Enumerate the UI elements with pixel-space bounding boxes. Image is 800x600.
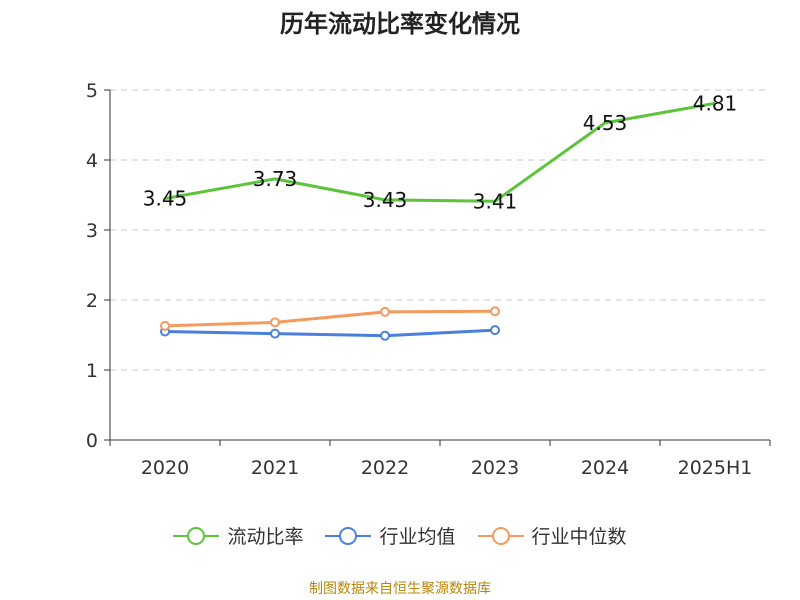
legend-item-industry-median[interactable]: 行业中位数 bbox=[477, 522, 627, 549]
data-point bbox=[380, 306, 390, 317]
y-tick-label: 2 bbox=[86, 290, 98, 312]
series-line-1 bbox=[164, 328, 496, 338]
data-label: 3.45 bbox=[143, 187, 188, 211]
data-point bbox=[160, 320, 170, 331]
source-note: 制图数据来自恒生聚源数据库 bbox=[309, 581, 491, 597]
x-tick-label: 2023 bbox=[471, 457, 519, 479]
x-tick-label: 2020 bbox=[141, 457, 189, 479]
data-label: 3.73 bbox=[253, 167, 298, 191]
y-tick-label: 0 bbox=[86, 430, 98, 452]
data-label: 4.53 bbox=[583, 111, 628, 135]
x-tick-label: 2024 bbox=[581, 457, 629, 479]
legend-marker-industry-mean bbox=[325, 526, 372, 545]
legend-item-current-ratio[interactable]: 流动比率 bbox=[173, 522, 303, 549]
legend-marker-current-ratio bbox=[173, 526, 220, 545]
y-tick-label: 4 bbox=[86, 150, 98, 172]
legend-label-industry-mean: 行业均值 bbox=[379, 526, 456, 548]
data-label: 4.81 bbox=[693, 91, 738, 115]
data-point bbox=[270, 317, 280, 328]
data-point bbox=[490, 325, 500, 336]
x-tick-label: 2021 bbox=[251, 457, 299, 479]
legend-label-current-ratio: 流动比率 bbox=[227, 526, 304, 548]
data-point bbox=[270, 328, 280, 339]
x-tick-label: 2025H1 bbox=[678, 457, 753, 479]
y-tick-label: 5 bbox=[86, 80, 98, 102]
y-tick-label: 3 bbox=[86, 220, 98, 242]
data-point bbox=[380, 330, 390, 341]
data-label: 3.43 bbox=[363, 188, 408, 212]
series-line-0 bbox=[164, 101, 716, 203]
data-label: 3.41 bbox=[473, 189, 518, 213]
x-tick-label: 2022 bbox=[361, 457, 409, 479]
legend-label-industry-median: 行业中位数 bbox=[531, 526, 627, 548]
series-line-2 bbox=[164, 309, 496, 328]
legend: 流动比率 行业均值 行业中位数 bbox=[0, 522, 800, 549]
legend-marker-industry-median bbox=[477, 526, 524, 545]
data-point bbox=[490, 306, 500, 317]
chart-title: 历年流动比率变化情况 bbox=[280, 10, 520, 38]
legend-item-industry-mean[interactable]: 行业均值 bbox=[325, 522, 456, 549]
y-tick-label: 1 bbox=[86, 360, 98, 382]
